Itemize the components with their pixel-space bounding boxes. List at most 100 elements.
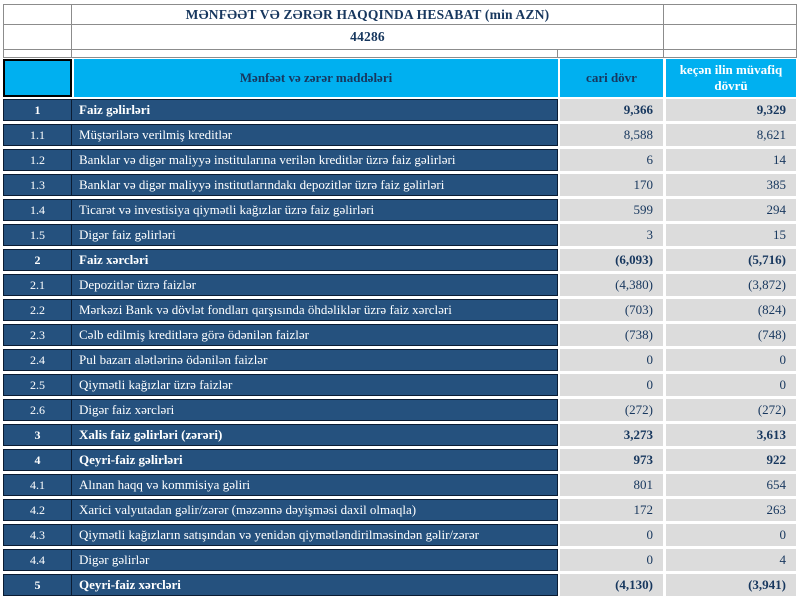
row-label-cell[interactable]: Alınan haqq və kommisiya gəliri xyxy=(71,474,558,496)
column-header-previous[interactable]: keçən ilin müvafiq dövrü xyxy=(666,59,796,97)
previous-value-cell[interactable]: 0 xyxy=(666,374,796,396)
row-number-cell[interactable]: 2 xyxy=(3,249,72,271)
row-number-cell[interactable]: 4.2 xyxy=(3,499,72,521)
table-row: 2.6 Digər faiz xərcləri (272) (272) xyxy=(0,399,800,421)
current-value-cell[interactable]: (4,130) xyxy=(560,574,663,596)
row-number-cell[interactable]: 1 xyxy=(3,99,72,121)
previous-value-cell[interactable]: 263 xyxy=(666,499,796,521)
row-label-cell[interactable]: Müştərilərə verilmiş kreditlər xyxy=(71,124,558,146)
current-value-cell[interactable]: 801 xyxy=(560,474,663,496)
row-label-cell[interactable]: Qiymətli kağızların satışından və yenidə… xyxy=(71,524,558,546)
table-row: 2.3 Cəlb edilmiş kreditlərə görə ödənilə… xyxy=(0,324,800,346)
row-number-cell[interactable]: 1.4 xyxy=(3,199,72,221)
row-label-cell[interactable]: Qeyri-faiz gəlirləri xyxy=(71,449,558,471)
current-value-cell[interactable]: 0 xyxy=(560,374,663,396)
current-value-cell[interactable]: 3 xyxy=(560,224,663,246)
row-number-cell[interactable]: 3 xyxy=(3,424,72,446)
row-number-cell[interactable]: 1.5 xyxy=(3,224,72,246)
table-row: 4.2 Xarici valyutadan gəlir/zərər (məzən… xyxy=(0,499,800,521)
column-header-items[interactable]: Mənfəət və zərər maddələri xyxy=(74,59,558,97)
report-code: 44286 xyxy=(71,24,664,50)
row-label-cell[interactable]: Pul bazarı alətlərinə ödənilən faizlər xyxy=(71,349,558,371)
previous-value-cell[interactable]: 0 xyxy=(666,524,796,546)
table-row: 4.4 Digər gəlirlər 0 4 xyxy=(0,549,800,571)
blank-cell[interactable] xyxy=(663,4,797,25)
row-label-cell[interactable]: Qeyri-faiz xərcləri xyxy=(71,574,558,596)
current-value-cell[interactable]: 0 xyxy=(560,524,663,546)
row-label-cell[interactable]: Digər faiz xərcləri xyxy=(71,399,558,421)
row-number-cell[interactable]: 2.1 xyxy=(3,274,72,296)
previous-value-cell[interactable]: (5,716) xyxy=(666,249,796,271)
row-label-cell[interactable]: Ticarət və investisiya qiymətli kağızlar… xyxy=(71,199,558,221)
row-label-cell[interactable]: Xarici valyutadan gəlir/zərər (məzənnə d… xyxy=(71,499,558,521)
previous-value-cell[interactable]: (3,872) xyxy=(666,274,796,296)
row-label-cell[interactable]: Mərkəzi Bank və dövlət fondları qarşısın… xyxy=(71,299,558,321)
previous-value-cell[interactable]: 3,613 xyxy=(666,424,796,446)
blank-cell[interactable] xyxy=(3,4,72,25)
row-number-cell[interactable]: 2.5 xyxy=(3,374,72,396)
row-number-cell[interactable]: 2.6 xyxy=(3,399,72,421)
blank-cell[interactable] xyxy=(3,24,72,50)
previous-value-cell[interactable]: 9,329 xyxy=(666,99,796,121)
table-row: 1.1 Müştərilərə verilmiş kreditlər 8,588… xyxy=(0,124,800,146)
row-number-cell[interactable]: 5 xyxy=(3,574,72,596)
row-number-cell[interactable]: 4 xyxy=(3,449,72,471)
previous-value-cell[interactable]: 922 xyxy=(666,449,796,471)
current-value-cell[interactable]: 599 xyxy=(560,199,663,221)
table-row: 4.3 Qiymətli kağızların satışından və ye… xyxy=(0,524,800,546)
row-label-cell[interactable]: Cəlb edilmiş kreditlərə görə ödənilən fa… xyxy=(71,324,558,346)
current-value-cell[interactable]: (703) xyxy=(560,299,663,321)
current-value-cell[interactable]: (6,093) xyxy=(560,249,663,271)
spacer-cell xyxy=(557,49,664,58)
current-value-cell[interactable]: (738) xyxy=(560,324,663,346)
table-row: 2.5 Qiymətli kağızlar üzrə faizlər 0 0 xyxy=(0,374,800,396)
row-label-cell[interactable]: Banklar və digər maliyyə institularına v… xyxy=(71,149,558,171)
previous-value-cell[interactable]: 14 xyxy=(666,149,796,171)
row-number-cell[interactable]: 2.4 xyxy=(3,349,72,371)
row-number-cell[interactable]: 1.1 xyxy=(3,124,72,146)
row-label-cell[interactable]: Faiz xərcləri xyxy=(71,249,558,271)
previous-value-cell[interactable]: 15 xyxy=(666,224,796,246)
previous-value-cell[interactable]: 294 xyxy=(666,199,796,221)
previous-value-cell[interactable]: (272) xyxy=(666,399,796,421)
blank-cell[interactable] xyxy=(663,24,797,50)
current-value-cell[interactable]: 973 xyxy=(560,449,663,471)
previous-value-cell[interactable]: (824) xyxy=(666,299,796,321)
previous-value-cell[interactable]: 385 xyxy=(666,174,796,196)
current-value-cell[interactable]: 9,366 xyxy=(560,99,663,121)
row-label-cell[interactable]: Depozitlər üzrə faizlər xyxy=(71,274,558,296)
report-title: MƏNFƏƏT VƏ ZƏRƏR HAQQINDA HESABAT (min A… xyxy=(71,4,664,25)
row-label-cell[interactable]: Digər faiz gəlirləri xyxy=(71,224,558,246)
current-value-cell[interactable]: 3,273 xyxy=(560,424,663,446)
current-value-cell[interactable]: 0 xyxy=(560,549,663,571)
row-number-cell[interactable]: 2.3 xyxy=(3,324,72,346)
current-value-cell[interactable]: 172 xyxy=(560,499,663,521)
current-value-cell[interactable]: 8,588 xyxy=(560,124,663,146)
row-number-cell[interactable]: 1.2 xyxy=(3,149,72,171)
current-value-cell[interactable]: 6 xyxy=(560,149,663,171)
current-value-cell[interactable]: (272) xyxy=(560,399,663,421)
selected-corner-cell[interactable] xyxy=(3,59,72,97)
previous-value-cell[interactable]: 654 xyxy=(666,474,796,496)
row-label-cell[interactable]: Banklar və digər maliyyə institutlarında… xyxy=(71,174,558,196)
row-label-cell[interactable]: Digər gəlirlər xyxy=(71,549,558,571)
row-number-cell[interactable]: 4.1 xyxy=(3,474,72,496)
table-row: 2 Faiz xərcləri (6,093) (5,716) xyxy=(0,249,800,271)
previous-value-cell[interactable]: (748) xyxy=(666,324,796,346)
previous-value-cell[interactable]: 0 xyxy=(666,349,796,371)
previous-value-cell[interactable]: (3,941) xyxy=(666,574,796,596)
column-header-current[interactable]: cari dövr xyxy=(560,59,663,97)
row-label-cell[interactable]: Faiz gəlirləri xyxy=(71,99,558,121)
row-number-cell[interactable]: 4.4 xyxy=(3,549,72,571)
row-number-cell[interactable]: 1.3 xyxy=(3,174,72,196)
current-value-cell[interactable]: (4,380) xyxy=(560,274,663,296)
row-number-cell[interactable]: 4.3 xyxy=(3,524,72,546)
row-label-cell[interactable]: Qiymətli kağızlar üzrə faizlər xyxy=(71,374,558,396)
previous-value-cell[interactable]: 4 xyxy=(666,549,796,571)
row-number-cell[interactable]: 2.2 xyxy=(3,299,72,321)
current-value-cell[interactable]: 0 xyxy=(560,349,663,371)
row-label-cell[interactable]: Xalis faiz gəlirləri (zərəri) xyxy=(71,424,558,446)
previous-value-cell[interactable]: 8,621 xyxy=(666,124,796,146)
current-value-cell[interactable]: 170 xyxy=(560,174,663,196)
table-row: 1.5 Digər faiz gəlirləri 3 15 xyxy=(0,224,800,246)
